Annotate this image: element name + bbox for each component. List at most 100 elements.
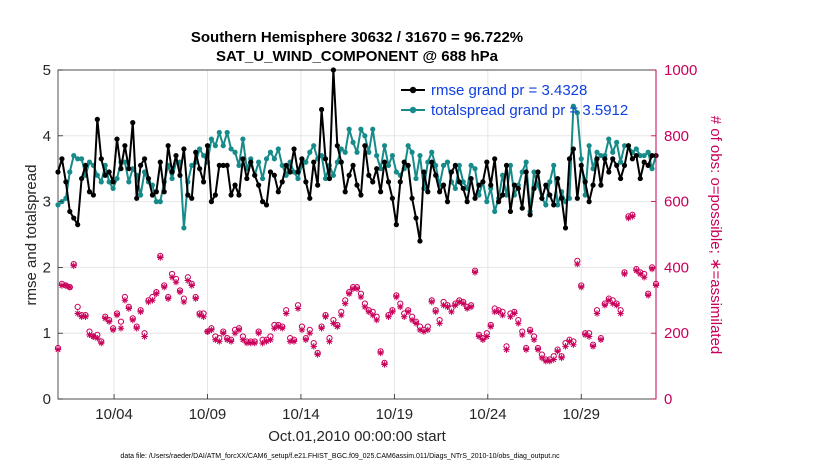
- obs-assimilated-point: [243, 339, 251, 347]
- obs-assimilated-point: [318, 325, 325, 332]
- obs-assimilated-point: [279, 325, 286, 332]
- obs-assimilated-point: [385, 313, 392, 320]
- obs-assimilated-point: [259, 339, 266, 347]
- obs-assimilated-point: [231, 330, 239, 337]
- spread-point: [322, 175, 329, 182]
- rmse-point: [197, 166, 203, 172]
- spread-point: [208, 136, 215, 142]
- obs-assimilated-point: [416, 326, 424, 334]
- spread-point: [456, 162, 462, 169]
- rmse-point: [523, 169, 529, 175]
- obs-assimilated-point: [62, 282, 70, 289]
- obs-assimilated-point: [613, 302, 620, 309]
- obs-assimilated-point: [499, 311, 506, 319]
- y2-tick-label: 0: [664, 391, 672, 408]
- obs-assimilated-point: [78, 313, 85, 320]
- rmse-point: [578, 162, 584, 169]
- obs-assimilated-point: [180, 298, 188, 306]
- obs-assimilated-point: [113, 311, 121, 319]
- spread-point: [259, 175, 266, 182]
- rmse-point: [126, 166, 132, 172]
- obs-assimilated-point: [298, 326, 306, 334]
- obs-assimilated-point: [353, 285, 361, 292]
- rmse-point: [334, 143, 340, 149]
- obs-assimilated-point: [397, 303, 404, 311]
- y2-tick-label: 600: [664, 194, 689, 211]
- spread-point: [523, 159, 529, 165]
- spread-point: [374, 152, 380, 159]
- rmse-point: [130, 120, 136, 126]
- obs-assimilated-point: [369, 311, 376, 319]
- rmse-point: [271, 172, 277, 178]
- spread-point: [330, 172, 336, 178]
- spread-point: [303, 159, 309, 165]
- obs-assimilated-point: [511, 310, 518, 317]
- obs-assimilated-point: [389, 308, 396, 316]
- y-axis-label: rmse and totalspread: [23, 165, 40, 306]
- spread-point: [460, 179, 466, 185]
- rmse-point: [303, 179, 309, 185]
- rmse-point: [531, 185, 537, 192]
- rmse-point: [307, 195, 313, 201]
- spread-point: [637, 152, 643, 159]
- rmse-point: [71, 215, 77, 221]
- spread-point: [417, 152, 423, 159]
- rmse-point: [295, 169, 301, 175]
- obs-assimilated-point: [98, 339, 105, 347]
- rmse-point: [602, 156, 608, 162]
- obs-assimilated-point: [538, 354, 546, 362]
- obs-assimilated-point: [341, 300, 349, 307]
- obs-assimilated-point: [424, 326, 432, 334]
- obs-assimilated-point: [393, 293, 400, 301]
- rmse-point: [279, 179, 285, 185]
- spread-point: [472, 166, 478, 172]
- rmse-point: [617, 175, 624, 182]
- rmse-point: [228, 192, 234, 198]
- obs-assimilated-point: [625, 214, 632, 222]
- rmse-point: [82, 162, 89, 169]
- rmse-point: [161, 189, 167, 195]
- y2-tick-label: 400: [664, 259, 689, 276]
- spread-point: [484, 199, 490, 205]
- rmse-point: [464, 199, 470, 205]
- rmse-point: [75, 222, 81, 228]
- rmse-point: [440, 182, 447, 188]
- spread-point: [342, 149, 348, 155]
- obs-assimilated-point: [125, 305, 133, 312]
- rmse-point: [283, 162, 289, 169]
- rmse-point: [594, 156, 600, 162]
- rmse-point: [468, 175, 474, 182]
- spread-point: [610, 149, 616, 155]
- rmse-point: [409, 195, 415, 201]
- rmse-point: [570, 146, 576, 152]
- rmse-point: [366, 172, 372, 178]
- spread-point: [503, 192, 510, 198]
- obs-assimilated-point: [141, 333, 148, 340]
- rmse-point: [157, 159, 163, 165]
- obs-assimilated-point: [515, 320, 522, 327]
- rmse-point: [535, 169, 541, 175]
- rmse-point: [259, 199, 266, 205]
- obs-assimilated-point: [566, 338, 573, 345]
- obs-assimilated-point: [640, 274, 648, 281]
- obs-assimilated-point: [267, 336, 274, 343]
- spread-point: [362, 133, 368, 139]
- obs-assimilated-point: [109, 326, 117, 334]
- tick-labels: 0 1 2 3 4 5 0 200 400 600 800 1000 10/04 10/09 10/14 10…: [43, 62, 698, 423]
- spread-point: [291, 169, 297, 175]
- rmse-point: [256, 182, 262, 188]
- spread-point: [307, 149, 313, 155]
- obs-assimilated-point: [326, 338, 333, 345]
- obs-assimilated-point: [585, 333, 593, 340]
- obs-assimilated-point: [361, 303, 369, 311]
- rmse-point: [267, 169, 274, 175]
- obs-assimilated-point: [208, 326, 215, 334]
- spread-point: [582, 192, 588, 198]
- obs-assimilated-point: [117, 325, 125, 332]
- obs-assimilated-point: [334, 323, 341, 330]
- obs-assimilated-point: [503, 346, 510, 353]
- obs-assimilated-point: [251, 339, 258, 347]
- rmse-point: [460, 185, 466, 192]
- y2-tick-label: 1000: [664, 62, 697, 79]
- y2-tick-label: 800: [664, 128, 689, 145]
